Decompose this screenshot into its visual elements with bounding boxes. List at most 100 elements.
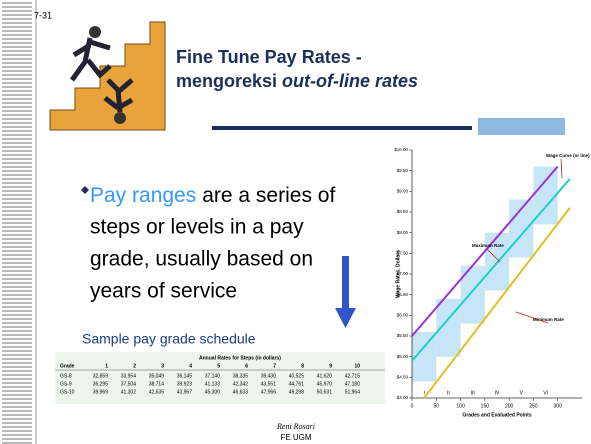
stripe <box>2 354 32 356</box>
stripe <box>2 146 32 148</box>
stripe <box>2 22 32 24</box>
slide: 7-31 Fine Tune Pay Rates - mengoreksiout… <box>0 0 591 444</box>
x-tick-label: 150 <box>481 403 490 409</box>
table-cell: 39,430 <box>261 373 277 379</box>
stripe <box>2 70 32 72</box>
x-tick-label: 50 <box>434 403 440 409</box>
stripe <box>2 54 32 56</box>
stripe <box>2 302 32 304</box>
table-header: Grade <box>60 363 75 369</box>
stripe <box>2 314 32 316</box>
stripe <box>2 318 32 320</box>
stripe <box>2 418 32 420</box>
stripe <box>2 242 32 244</box>
table-header: 7 <box>273 363 276 369</box>
stripe <box>2 158 32 160</box>
bullet-text: Pay rangesare a series of <box>90 184 335 207</box>
stripe <box>2 298 32 300</box>
table-cell: 45,970 <box>317 381 333 387</box>
accent-block <box>478 118 565 135</box>
table-cell: 47,966 <box>261 389 277 395</box>
x-tick-label: 0 <box>411 403 414 409</box>
table-cell: GS-9 <box>60 381 72 387</box>
stripe <box>2 422 32 424</box>
grade-label: III <box>471 390 475 396</box>
table-header: 3 <box>161 363 164 369</box>
bullet-line: years of service <box>90 280 237 303</box>
stripe <box>2 50 32 52</box>
stripe <box>2 110 32 112</box>
stripe <box>2 6 32 8</box>
stripe <box>2 194 32 196</box>
table-cell: 42,715 <box>345 373 361 379</box>
stripe <box>2 190 32 192</box>
stripe <box>2 214 32 216</box>
x-tick-label: 300 <box>554 403 563 409</box>
table-header: 8 <box>301 363 304 369</box>
stripe <box>2 82 32 84</box>
table-cell: 43,551 <box>261 381 277 387</box>
stripe <box>2 262 32 264</box>
y-tick-label: $8.50 <box>397 209 409 214</box>
table-cell: GS-10 <box>60 389 75 395</box>
y-tick-label: $4.50 <box>397 375 409 380</box>
y-tick-label: $5.50 <box>397 333 409 338</box>
stripe <box>2 30 32 32</box>
table-header: 5 <box>217 363 220 369</box>
table-cell: 47,180 <box>345 381 361 387</box>
stripe <box>2 38 32 40</box>
y-tick-label: $5.00 <box>397 354 409 359</box>
stripe <box>2 338 32 340</box>
stripe <box>2 282 32 284</box>
stripe <box>2 374 32 376</box>
stripe <box>2 122 32 124</box>
table-header: 6 <box>245 363 248 369</box>
stripe <box>2 370 32 372</box>
table-cell: 49,298 <box>289 389 305 395</box>
stripe <box>2 270 32 272</box>
stairs-illustration <box>50 22 165 130</box>
table-cell: 41,302 <box>121 389 137 395</box>
bullet-marker <box>81 186 89 194</box>
table-cell: 36,295 <box>93 381 109 387</box>
stripe <box>2 226 32 228</box>
table-cell: 41,620 <box>317 373 333 379</box>
annotation-arrow <box>561 159 562 178</box>
stripe <box>2 366 32 368</box>
stripe <box>2 286 32 288</box>
y-axis-label: Wage Rates, Dollars <box>395 250 401 298</box>
grade-label: II <box>447 390 450 396</box>
stripe <box>2 402 32 404</box>
x-axis-label: Grades and Evaluated Points <box>462 412 531 418</box>
y-tick-label: $9.00 <box>397 189 409 194</box>
table-cell: 45,300 <box>205 389 221 395</box>
stripe <box>2 170 32 172</box>
table-cell: 38,335 <box>233 373 249 379</box>
table-cell: 51,964 <box>345 389 361 395</box>
table-cell: 46,633 <box>233 389 249 395</box>
x-tick-label: 100 <box>456 403 465 409</box>
y-tick-label: $6.00 <box>397 313 409 318</box>
stripe <box>2 246 32 248</box>
bullet-line: steps or levels in a pay <box>90 216 304 239</box>
stripe <box>2 202 32 204</box>
stripe <box>2 294 32 296</box>
pay-table: Annual Rates for Steps (in dollars)Grade… <box>55 352 385 404</box>
stripe <box>2 102 32 104</box>
grade-label: IV <box>495 390 500 396</box>
stripe <box>2 382 32 384</box>
stripe <box>2 438 32 440</box>
stripe <box>2 126 32 128</box>
bullet-line: grade, usually based on <box>90 248 313 271</box>
table-cell: 39,969 <box>93 389 109 395</box>
stripe <box>2 306 32 308</box>
footer-author: Reni Rosari <box>276 422 315 431</box>
stripe <box>2 218 32 220</box>
table-header: 1 <box>105 363 108 369</box>
table-cell: GS-8 <box>60 373 72 379</box>
grade-label: I <box>423 390 424 396</box>
stripe <box>2 150 32 152</box>
stripe <box>2 278 32 280</box>
stripe <box>2 178 32 180</box>
stripe <box>2 138 32 140</box>
